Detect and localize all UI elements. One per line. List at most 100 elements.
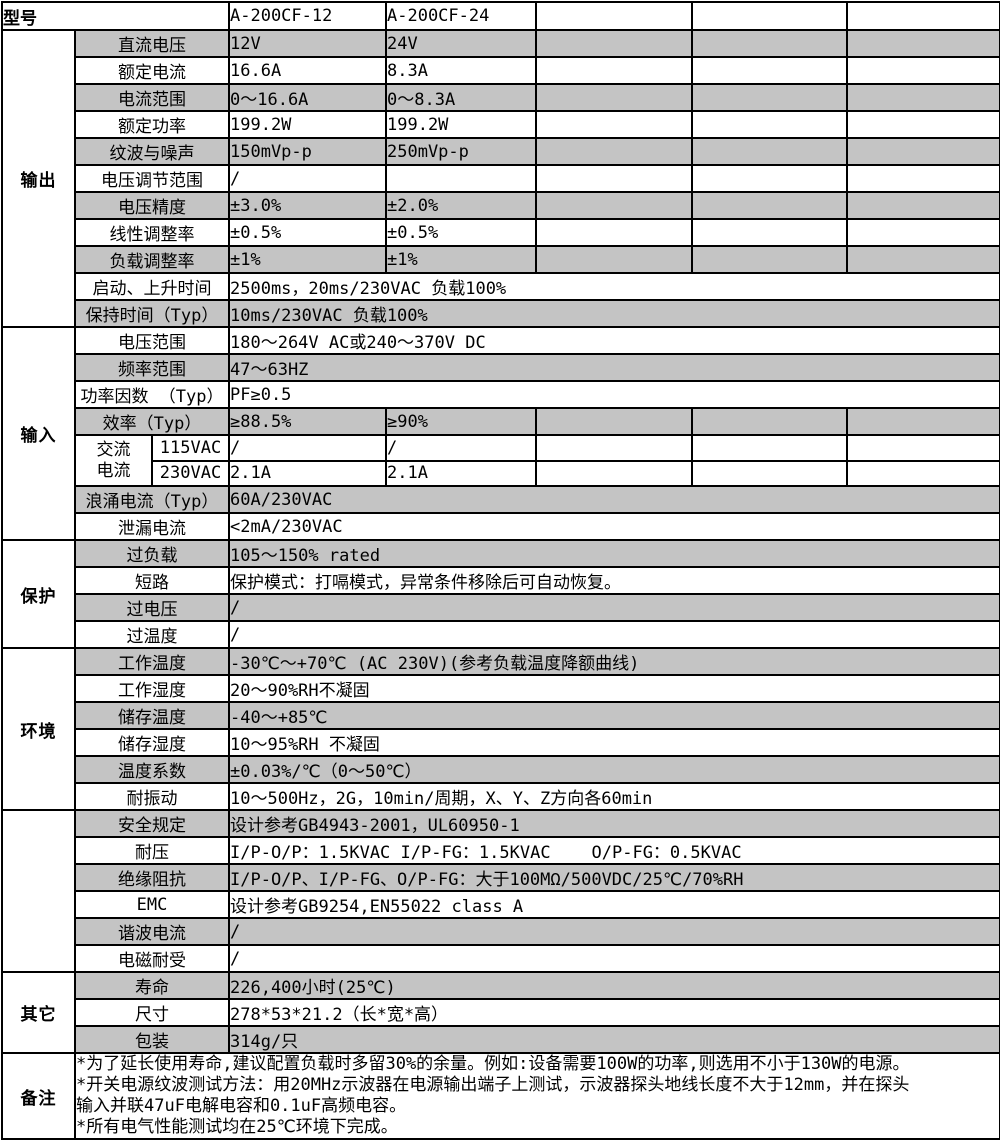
row-value: 12V	[228, 29, 387, 58]
empty-cell	[846, 1, 1000, 31]
notes-text: *为了延长使用寿命,建议配置负载时多留30%的余量。例如:设备需要100W的功率…	[74, 1052, 1000, 1141]
row-label: 谐波电流	[74, 917, 230, 947]
spec-row: 温度系数 ±0.03%/℃（0～50℃）	[2, 755, 1000, 785]
spec-row: 绝缘阻抗 I/P-O/P、I/P-FG、O/P-FG：大于100MΩ/500VDC…	[2, 863, 1000, 893]
spec-row: 过电压 /	[2, 593, 1000, 623]
row-label: 绝缘阻抗	[74, 863, 230, 893]
spec-row: 尺寸 278*53*21.2（长*宽*高）	[2, 998, 1000, 1028]
empty-cell	[846, 164, 1000, 193]
empty-cell	[691, 459, 848, 488]
row-value: /	[385, 434, 537, 462]
spec-row: EMC 设计参考GB9254,EN55022 class A	[2, 890, 1000, 920]
spec-row: 电磁耐受 /	[2, 944, 1000, 974]
row-value: /	[228, 593, 1000, 623]
spec-row: 电流范围 0～16.6A 0～8.3A	[2, 83, 1000, 112]
spec-row: 储存湿度 10～95%RH 不凝固	[2, 728, 1000, 758]
row-label: EMC	[74, 890, 230, 920]
note-line: *所有电气性能测试均在25℃环境下完成。	[76, 1117, 398, 1138]
row-value: /	[228, 917, 1000, 947]
section-label-input: 输入	[1, 325, 76, 542]
row-value: -40～+85℃	[228, 701, 1000, 731]
row-label: 纹波与噪声	[74, 137, 230, 166]
empty-cell	[535, 218, 693, 247]
note-line: *为了延长使用寿命,建议配置负载时多留30%的余量。例如:设备需要100W的功率…	[76, 1054, 910, 1075]
empty-cell	[691, 245, 848, 274]
row-value: ±0.5%	[228, 218, 387, 247]
row-value: ≥88.5%	[228, 407, 387, 436]
row-value: 0～8.3A	[385, 83, 537, 112]
row-label: 额定功率	[74, 110, 230, 139]
row-value: 16.6A	[228, 56, 387, 85]
row-value: 47～63HZ	[228, 353, 1000, 382]
row-value: -30℃～+70℃ (AC 230V)(参考负载温度降额曲线)	[228, 647, 1000, 677]
spec-row: 效率（Typ） ≥88.5% ≥90%	[2, 407, 1000, 436]
note-line: *开关电源纹波测试方法：用20MHz示波器在电源输出端子上测试，示波器探头地线长…	[76, 1075, 910, 1096]
row-value: <2mA/230VAC	[228, 512, 1000, 542]
row-label: 效率（Typ）	[74, 407, 230, 436]
spec-row: 安全规定 设计参考GB4943-2001，UL60950-1	[1, 809, 1000, 974]
spec-row: 启动、上升时间 2500ms，20ms/230VAC 负载100%	[2, 272, 1000, 301]
row-value: 180～264V AC或240～370V DC	[228, 326, 1000, 355]
empty-cell	[691, 110, 848, 139]
row-label: 浪涌电流（Typ）	[74, 485, 230, 515]
row-value: 105～150% rated	[228, 539, 1000, 569]
empty-cell	[691, 434, 848, 462]
spec-row: 额定功率 199.2W 199.2W	[2, 110, 1000, 139]
spec-row: 输入 电压范围 180～264V AC或240～370V DC	[1, 325, 1000, 542]
row-label: 过温度	[74, 620, 230, 650]
empty-cell	[691, 164, 848, 193]
row-sub-label: 115VAC	[151, 434, 230, 462]
empty-cell	[691, 191, 848, 220]
row-label: 功率因数 （Typ）	[74, 380, 230, 409]
empty-cell	[846, 459, 1000, 488]
row-value: 2500ms，20ms/230VAC 负载100%	[228, 272, 1000, 301]
empty-cell	[846, 245, 1000, 274]
spec-row: 储存温度 -40～+85℃	[2, 701, 1000, 731]
spec-row: 工作湿度 20～90%RH不凝固	[2, 674, 1000, 704]
section-label-environment: 环境	[1, 647, 76, 812]
empty-cell	[846, 137, 1000, 166]
row-value: 设计参考GB4943-2001，UL60950-1	[228, 809, 1000, 839]
row-value: 2.1A	[385, 459, 537, 488]
row-value: ±0.5%	[385, 218, 537, 247]
row-group-label: 交流 电流	[74, 433, 153, 488]
note-line: 输入并联47uF电解电容和0.1uF高频电容。	[76, 1096, 407, 1117]
row-value: ±1%	[228, 245, 387, 274]
row-value: 199.2W	[385, 110, 537, 139]
row-label: 电压范围	[74, 326, 230, 355]
spec-row: 电压精度 ±3.0% ±2.0%	[2, 191, 1000, 220]
row-label: 储存湿度	[74, 728, 230, 758]
row-label: 线性调整率	[74, 218, 230, 247]
row-label: 包装	[74, 1025, 230, 1055]
row-value: /	[228, 434, 387, 462]
row-value: 20～90%RH不凝固	[228, 674, 1000, 704]
empty-cell	[535, 434, 693, 462]
row-label: 保持时间（Typ）	[74, 299, 230, 328]
row-value	[385, 164, 537, 193]
row-label: 安全规定	[74, 809, 230, 839]
spec-row: 频率范围 47～63HZ	[2, 353, 1000, 382]
spec-row: 耐压 I/P-O/P：1.5KVAC I/P-FG：1.5KVAC O/P-FG：…	[2, 836, 1000, 866]
section-label-protection: 保护	[1, 539, 76, 650]
row-label: 电磁耐受	[74, 944, 230, 974]
row-value: /	[228, 620, 1000, 650]
spec-row: 短路 保护模式：打嗝模式，异常条件移除后可自动恢复。	[2, 566, 1000, 596]
spec-row: 包装 314g/只	[2, 1025, 1000, 1055]
empty-cell	[535, 1, 693, 31]
row-label: 工作湿度	[74, 674, 230, 704]
spec-row: 电压调节范围 /	[2, 164, 1000, 193]
spec-row: 谐波电流 /	[2, 917, 1000, 947]
row-label: 额定电流	[74, 56, 230, 85]
empty-cell	[691, 83, 848, 112]
empty-cell	[535, 164, 693, 193]
row-label: 负载调整率	[74, 245, 230, 274]
spec-row: 耐振动 10～500Hz，2G，10min/周期，X、Y、Z方向各60min	[2, 782, 1000, 812]
row-label: 耐振动	[74, 782, 230, 812]
spec-row: 输出 直流电压 12V 24V	[1, 29, 1000, 328]
row-label: 泄漏电流	[74, 512, 230, 542]
row-value: /	[228, 164, 387, 193]
row-label: 启动、上升时间	[74, 272, 230, 301]
row-value: 2.1A	[228, 459, 387, 488]
row-label: 电压调节范围	[74, 164, 230, 193]
spec-row: 功率因数 （Typ） PF≥0.5	[2, 380, 1000, 409]
